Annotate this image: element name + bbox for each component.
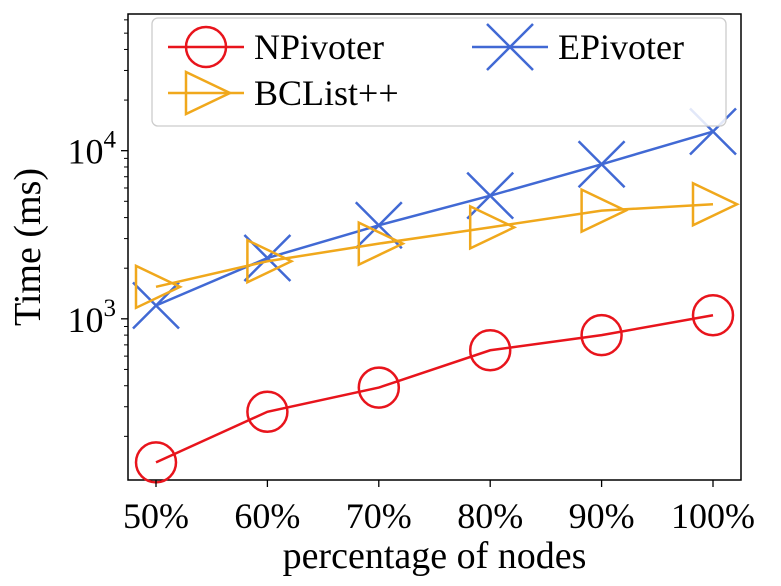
legend-marker (184, 25, 228, 69)
legend-item: EPivoter (472, 23, 684, 71)
x-tick-label: 100% (671, 496, 755, 536)
legend-label: EPivoter (558, 27, 684, 67)
series-line (155, 130, 714, 307)
y-tick-label: 103 (68, 295, 117, 340)
legend-marker (184, 70, 233, 116)
series-line (155, 314, 714, 464)
x-tick-label: 50% (123, 496, 189, 536)
data-point (468, 204, 518, 251)
legend-box (151, 17, 727, 127)
data-point (468, 329, 512, 372)
legend: NPivoter EPivoter BCList++ (151, 17, 727, 127)
series-line (155, 203, 714, 289)
x-tick-label: 60% (234, 496, 300, 536)
y-tick-label: 104 (68, 127, 117, 172)
axis-layer: 50% 60% 70% 80% 90% 100% 103 104 (68, 19, 755, 536)
legend-item: BCList++ (168, 70, 399, 116)
x-tick-label: 90% (569, 496, 635, 536)
data-point (134, 263, 183, 310)
x-tick-label: 70% (346, 496, 412, 536)
x-tick-label: 80% (457, 496, 523, 536)
x-axis-label: percentage of nodes (283, 535, 587, 577)
data-point (580, 313, 623, 357)
plot-area (127, 13, 742, 481)
series-npivoter (134, 294, 735, 484)
data-point (246, 238, 295, 285)
legend-item: NPivoter (168, 25, 384, 69)
data-point (691, 181, 740, 228)
legend-label: BCList++ (254, 73, 399, 113)
series-epivoter (132, 107, 737, 330)
data-point (691, 294, 735, 337)
data-point (357, 366, 401, 409)
data-point (357, 220, 406, 267)
y-axis-label: Time (ms) (7, 168, 49, 326)
data-point (577, 140, 626, 189)
data-point (466, 171, 515, 220)
legend-label: NPivoter (254, 27, 384, 67)
data-point (246, 390, 289, 434)
data-point (580, 187, 629, 234)
legend-marker (486, 23, 534, 71)
series-layer (132, 107, 740, 484)
series-bclist- (134, 181, 740, 310)
